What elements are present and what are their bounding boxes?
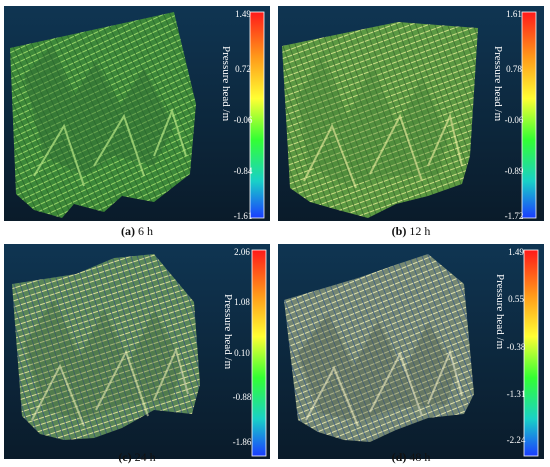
scale-q3-12h: 0.78: [506, 64, 522, 74]
panel-12h: Pressure head /m 1.61 0.78 -0.06 -0.89 -…: [278, 6, 544, 221]
scale-q1-12h: -0.89: [504, 166, 524, 176]
surface-plot-12h: [278, 6, 544, 221]
caption-time-12h: 12 h: [409, 224, 431, 238]
scale-q1-48h: -1.31: [506, 389, 526, 399]
caption-letter-12h: (b): [391, 224, 407, 238]
legend-title-48h: Pressure head /m: [494, 274, 506, 350]
scale-max-6h: 1.49: [235, 9, 251, 19]
legend-title-12h: Pressure head /m: [492, 46, 504, 122]
caption-24h: (c) 24 h: [4, 450, 270, 464]
scale-min-12h: -1.72: [504, 211, 524, 221]
panel-48h: Pressure head /m 1.49 0.55 -0.38 -1.31 -…: [278, 244, 544, 459]
scale-mid-6h: -0.06: [233, 115, 253, 125]
caption-time-48h: 48 h: [409, 450, 431, 464]
caption-12h: (b) 12 h: [278, 224, 544, 238]
scale-max-48h: 1.49: [508, 247, 524, 257]
scale-q3-48h: 0.55: [508, 294, 524, 304]
scale-q3-24h: 1.08: [234, 297, 250, 307]
scale-mid-24h: 0.10: [234, 348, 250, 358]
scale-max-24h: 2.06: [234, 247, 250, 257]
caption-letter-6h: (a): [121, 224, 135, 238]
surface-plot-6h: [4, 6, 270, 221]
surface-plot-24h: [4, 244, 270, 459]
caption-time-6h: 6 h: [138, 224, 153, 238]
scale-mid-12h: -0.06: [504, 115, 524, 125]
caption-6h: (a) 6 h: [4, 224, 270, 238]
caption-letter-48h: (d): [391, 450, 407, 464]
colorbar-6h: [249, 11, 265, 219]
scale-q1-6h: -0.84: [233, 166, 253, 176]
scale-q1-24h: -0.88: [232, 392, 252, 402]
scale-max-12h: 1.61: [506, 9, 522, 19]
scale-min-6h: -1.61: [233, 211, 253, 221]
scale-q3-6h: 0.72: [235, 64, 251, 74]
caption-time-24h: 24 h: [134, 450, 156, 464]
colorbar-12h: [521, 11, 537, 219]
scale-mid-48h: -0.38: [506, 342, 526, 352]
panel-6h: Pressure head /m 1.49 0.72 -0.06 -0.84 -…: [4, 6, 270, 221]
legend-title-6h: Pressure head /m: [220, 46, 232, 122]
scale-min-24h: -1.86: [232, 437, 252, 447]
panel-24h: Pressure head /m 2.06 1.08 0.10 -0.88 -1…: [4, 244, 270, 459]
scale-min-48h: -2.24: [506, 435, 526, 445]
caption-letter-24h: (c): [118, 450, 132, 464]
surface-plot-48h: [278, 244, 544, 459]
caption-48h: (d) 48 h: [278, 450, 544, 464]
colorbar-48h: [523, 249, 539, 457]
colorbar-24h: [251, 249, 267, 457]
